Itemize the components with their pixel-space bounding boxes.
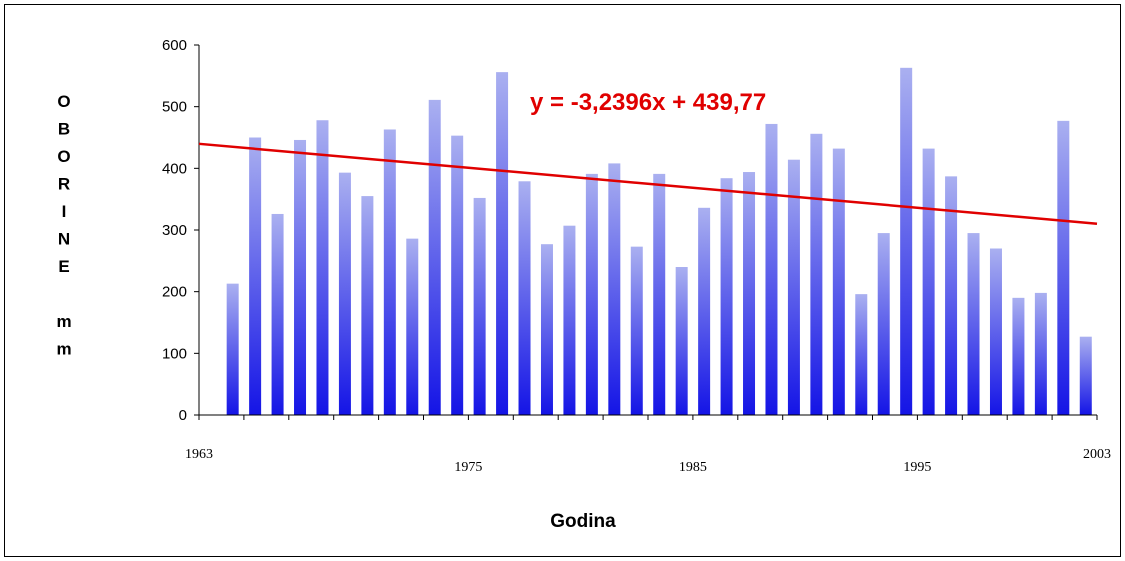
y-tick-labels: 0 100 200 300 400 500 600 <box>162 37 187 424</box>
x-tick-label: 2003 <box>1083 447 1111 462</box>
y-label-letter: O <box>57 92 70 111</box>
y-tick-label: 600 <box>162 37 187 54</box>
bar-1991 <box>832 148 845 415</box>
y-label-letter: N <box>58 230 70 249</box>
bar-1990 <box>810 133 823 416</box>
y-label-letter: m <box>56 340 71 359</box>
bar-1998 <box>989 248 1002 415</box>
x-axis-label: Godina <box>550 511 616 532</box>
x-tick-label: 1975 <box>454 460 482 475</box>
y-label-letter: B <box>58 120 70 139</box>
chart-frame: 0 100 200 300 400 500 600 1963 1975 1985 1995 2003… <box>4 4 1121 557</box>
bar-1972 <box>406 238 419 415</box>
y-tick-label: 100 <box>162 345 187 362</box>
y-tick-label: 300 <box>162 222 187 239</box>
bar-1986 <box>720 178 733 415</box>
y-tick-label: 400 <box>162 160 187 177</box>
x-tick-labels: 1963 1975 1985 1995 2003 <box>185 447 1111 475</box>
bar-1980 <box>585 173 598 415</box>
bar-1982 <box>630 246 643 415</box>
bar-1968 <box>316 120 329 415</box>
axes-group <box>194 44 1098 420</box>
bar-1971 <box>383 129 396 415</box>
bar-1985 <box>698 207 711 415</box>
bar-1965 <box>249 137 262 415</box>
y-label-letter: O <box>57 147 70 166</box>
y-label-letter: E <box>58 257 69 276</box>
trendline-equation: y = -3,2396x + 439,77 <box>530 89 766 116</box>
precipitation-bar-chart: 0 100 200 300 400 500 600 1963 1975 1985 1995 2003… <box>56 37 1111 532</box>
bar-1979 <box>563 225 576 415</box>
bar-1966 <box>271 213 284 415</box>
bar-1967 <box>294 139 307 415</box>
y-tick-label: 200 <box>162 284 187 301</box>
bar-2001 <box>1057 120 1070 415</box>
y-label-letter: R <box>58 175 70 194</box>
bar-1999 <box>1012 297 1025 415</box>
bar-1975 <box>473 197 486 415</box>
y-tick-label: 0 <box>179 407 187 424</box>
bar-1964 <box>226 283 239 415</box>
x-tick-label: 1985 <box>679 460 707 475</box>
bar-1996 <box>945 176 958 415</box>
bar-1983 <box>653 173 666 415</box>
bar-1973 <box>428 99 441 415</box>
bar-1974 <box>451 135 464 415</box>
bar-1997 <box>967 233 980 415</box>
x-tick-label: 1963 <box>185 447 213 462</box>
bar-2002 <box>1079 336 1092 415</box>
x-tick-label: 1995 <box>903 460 931 475</box>
y-label-letter: m <box>56 312 71 331</box>
bar-1994 <box>900 67 913 416</box>
bar-1988 <box>765 123 778 415</box>
bar-1969 <box>338 172 351 415</box>
y-label-letter: I <box>62 202 67 221</box>
bar-1981 <box>608 163 621 415</box>
y-tick-label: 500 <box>162 99 187 116</box>
bar-1992 <box>855 294 868 415</box>
bar-1989 <box>787 159 800 415</box>
bar-2000 <box>1034 292 1047 415</box>
bar-1984 <box>675 267 688 415</box>
bar-1976 <box>496 72 509 415</box>
bar-1987 <box>743 172 756 415</box>
bar-1993 <box>877 233 890 415</box>
bar-1995 <box>922 148 935 415</box>
bar-1978 <box>540 244 553 415</box>
bars-group <box>226 67 1092 416</box>
trendline <box>198 142 1098 225</box>
bar-1977 <box>518 181 531 415</box>
bar-1970 <box>361 196 374 415</box>
